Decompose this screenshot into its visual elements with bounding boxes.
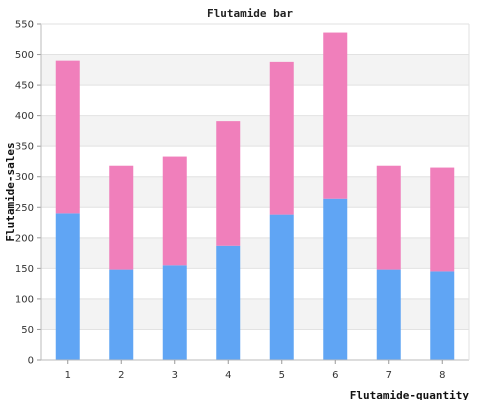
grid-band	[41, 298, 469, 330]
bar-segment-lower	[162, 265, 187, 360]
x-tick-label: 5	[279, 370, 285, 381]
bar-segment-lower	[430, 271, 455, 360]
y-tick-label: 400	[15, 111, 34, 122]
x-tick-label: 4	[225, 370, 231, 381]
y-tick-label: 550	[15, 20, 34, 31]
x-tick-label: 8	[439, 370, 445, 381]
x-tick-labels: 1 2 3 4 5 6 7 8	[65, 360, 445, 381]
y-tick-label: 350	[15, 142, 34, 153]
grid-bands	[41, 54, 469, 330]
bar-segment-lower	[55, 213, 80, 360]
x-tick-label: 1	[65, 370, 71, 381]
y-tick-label: 100	[15, 294, 34, 305]
grid-band	[41, 176, 469, 208]
y-tick-label: 50	[21, 325, 34, 336]
x-tick-label: 6	[332, 370, 338, 381]
bar-segment-upper	[216, 121, 241, 246]
bar-segment-upper	[269, 61, 294, 215]
bar-segment-upper	[376, 165, 401, 270]
bar-segment-lower	[216, 245, 241, 360]
bar-segment-upper	[162, 156, 187, 266]
grid-band	[41, 115, 469, 147]
y-tick-label: 250	[15, 203, 34, 214]
x-tick-label: 7	[386, 370, 392, 381]
bar-segment-lower	[376, 269, 401, 360]
y-tick-label: 500	[15, 50, 34, 61]
x-axis-label: Flutamide-quantity	[350, 389, 470, 400]
bar-segment-upper	[55, 60, 80, 214]
x-tick-label: 2	[118, 370, 124, 381]
y-tick-labels: 0 50 100 150 200 250 300 350 400 450 500 550	[15, 20, 34, 367]
axes	[40, 23, 470, 361]
grid-band	[41, 237, 469, 269]
y-tick-label: 200	[15, 233, 34, 244]
bar-segment-upper	[430, 167, 455, 272]
grid-band	[41, 54, 469, 86]
y-axis-label: Flutamide-sales	[4, 142, 17, 241]
bar-segment-lower	[269, 214, 294, 360]
x-tick-label: 3	[172, 370, 178, 381]
y-tick-label: 150	[15, 264, 34, 275]
bar-segment-lower	[109, 269, 134, 360]
bar-segment-upper	[109, 165, 134, 270]
bar-segment-lower	[323, 198, 348, 360]
y-tick-label: 300	[15, 172, 34, 183]
bars	[55, 32, 455, 360]
bar-segment-upper	[323, 32, 348, 199]
y-tick-label: 450	[15, 81, 34, 92]
y-tick-label: 0	[28, 356, 34, 367]
chart-title: Flutamide bar	[207, 7, 293, 20]
